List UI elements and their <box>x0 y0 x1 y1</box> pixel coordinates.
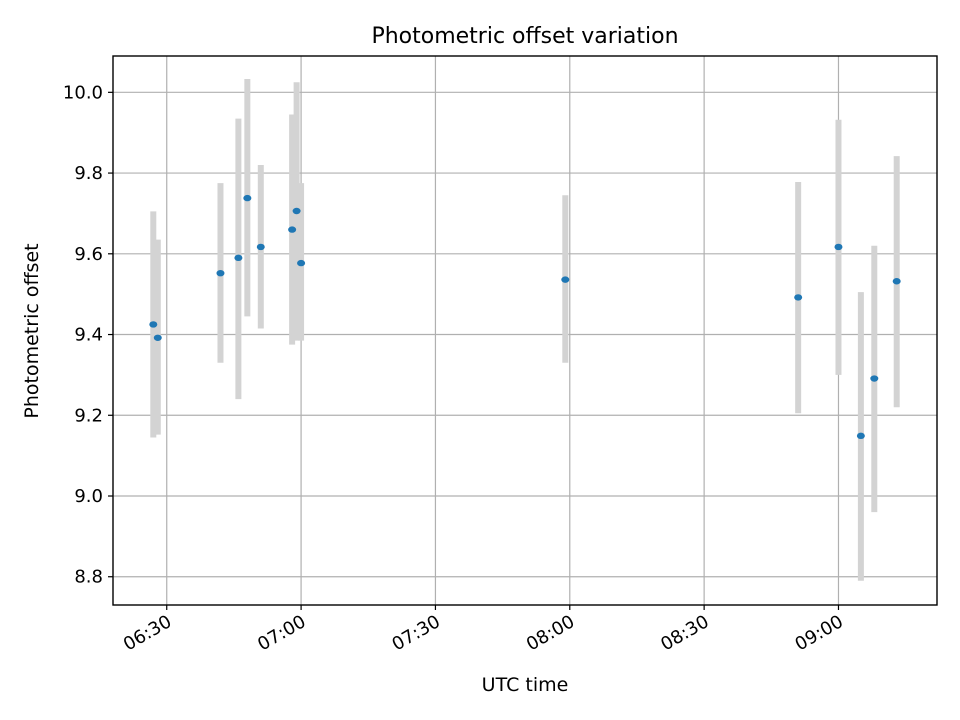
y-tick-label: 9.6 <box>74 244 103 265</box>
x-tick-label: 08:00 <box>523 611 578 655</box>
plot-frame <box>112 55 938 606</box>
data-point <box>834 243 843 251</box>
y-axis-label: Photometric offset <box>21 243 43 418</box>
data-point <box>292 207 301 215</box>
y-tick-label: 10.0 <box>63 82 103 103</box>
data-point <box>288 226 297 233</box>
data-point <box>561 276 570 283</box>
data-points <box>149 194 901 440</box>
x-axis-label: UTC time <box>482 674 569 696</box>
error-bars <box>150 79 900 581</box>
y-tick-label: 9.8 <box>74 163 103 184</box>
y-tick-label: 8.8 <box>74 567 103 588</box>
data-point <box>856 432 865 440</box>
data-point <box>794 294 803 301</box>
y-tick-label: 9.0 <box>74 486 103 507</box>
data-point <box>297 259 306 267</box>
data-point <box>216 269 225 277</box>
chart-title: Photometric offset variation <box>371 24 678 49</box>
x-tick-label: 07:30 <box>389 611 444 655</box>
data-point <box>234 254 243 262</box>
y-tick-label: 9.4 <box>74 325 103 346</box>
x-tick-label: 07:00 <box>254 611 309 655</box>
data-point <box>149 321 158 328</box>
data-point <box>892 278 901 285</box>
data-point <box>243 194 252 202</box>
x-tick-label: 08:30 <box>657 611 712 655</box>
y-tick-label: 9.2 <box>74 405 103 426</box>
axis-ticks: 06:30 07:00 07:30 08:00 08:30 09:00 8.8 9.0 9.2 9… <box>63 82 847 655</box>
data-point <box>256 243 265 251</box>
x-tick-label: 09:00 <box>792 611 847 655</box>
data-point <box>153 334 162 341</box>
data-point <box>870 375 879 382</box>
x-tick-label: 06:30 <box>120 611 175 655</box>
